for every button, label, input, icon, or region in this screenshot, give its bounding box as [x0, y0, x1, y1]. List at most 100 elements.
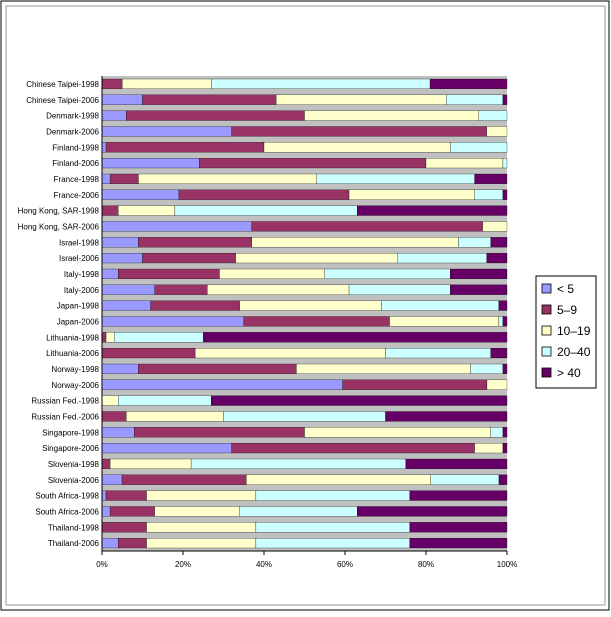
bar-japan-2006-10-19	[389, 316, 500, 327]
category-label-slovenia-2006: Slovenia-2006	[48, 476, 100, 485]
bar-chinese-taipei-2006-20-40	[446, 94, 504, 105]
bar-chinese-taipei-1998-gt40	[429, 78, 508, 89]
bar-russian-fed-2006-5-9	[101, 411, 127, 422]
category-label-france-1998: France-1998	[54, 175, 100, 184]
bar-chinese-taipei-2006-5-9	[142, 94, 277, 105]
bar-denmark-1998-10-19	[304, 110, 479, 121]
category-label-japan-2006: Japan-2006	[57, 317, 100, 326]
bar-singapore-1998-lt5	[101, 427, 135, 438]
bar-hong-kong-sar-1998-10-19	[118, 205, 176, 216]
bar-israel-2006-10-19	[235, 253, 398, 264]
bar-slovenia-2006-gt40	[498, 474, 508, 485]
bar-japan-1998-20-40	[381, 300, 500, 311]
bar-south-africa-1998-20-40	[255, 490, 410, 501]
bar-norway-1998-gt40	[502, 363, 508, 374]
bar-hong-kong-sar-1998-gt40	[356, 205, 508, 216]
bar-norway-2006-lt5	[101, 379, 343, 390]
bar-slovenia-1998-5-9	[101, 458, 111, 469]
bar-italy-2006-10-19	[207, 284, 350, 295]
bar-japan-1998-lt5	[101, 300, 151, 311]
bar-chinese-taipei-2006-lt5	[101, 94, 143, 105]
bar-slovenia-2006-20-40	[430, 474, 500, 485]
category-label-italy-1998: Italy-1998	[64, 270, 100, 279]
bar-russian-fed-1998-20-40	[118, 395, 212, 406]
bar-singapore-1998-gt40	[502, 427, 508, 438]
bar-thailand-2006-10-19	[146, 538, 257, 549]
bar-italy-2006-lt5	[101, 284, 155, 295]
bar-singapore-2006-gt40	[502, 443, 508, 454]
bar-hong-kong-sar-1998-20-40	[174, 205, 358, 216]
bar-france-1998-5-9	[109, 173, 139, 184]
bar-finland-1998-20-40	[450, 142, 508, 153]
bar-israel-2006-20-40	[397, 253, 487, 264]
bar-finland-1998-lt5	[101, 142, 107, 153]
bar-denmark-1998-20-40	[478, 110, 508, 121]
inner-border	[5, 5, 606, 606]
bar-lithuania-1998-20-40	[114, 332, 204, 343]
bar-denmark-2006-10-19	[486, 126, 508, 137]
bar-south-africa-2006-20-40	[239, 506, 358, 517]
bar-japan-1998-10-19	[239, 300, 382, 311]
bar-hong-kong-sar-2006-10-19	[482, 221, 508, 232]
bar-lithuania-1998-gt40	[203, 332, 508, 343]
bar-france-2006-20-40	[474, 189, 504, 200]
category-labels: Chinese Taipei-1998 Chinese Taipei-2006 De…	[18, 80, 100, 548]
category-label-italy-2006: Italy-2006	[64, 286, 100, 295]
bar-singapore-1998-5-9	[134, 427, 305, 438]
x-tick-label-5: 100%	[497, 560, 517, 569]
bar-finland-2006-lt5	[101, 158, 200, 169]
bar-russian-fed-1998-gt40	[211, 395, 508, 406]
legend-swatch-5-9	[541, 304, 552, 315]
legend-swatch-20-40	[541, 346, 552, 357]
bar-israel-1998-gt40	[490, 237, 508, 248]
legend-label-10-19: 10–19	[557, 324, 591, 338]
bar-italy-2006-20-40	[348, 284, 451, 295]
bar-chinese-taipei-2006-gt40	[502, 94, 508, 105]
bar-lithuania-2006-gt40	[490, 348, 508, 359]
bar-singapore-2006-lt5	[101, 443, 232, 454]
category-label-singapore-2006: Singapore-2006	[42, 444, 99, 453]
bar-israel-1998-5-9	[138, 237, 252, 248]
category-label-lithuania-2006: Lithuania-2006	[46, 349, 99, 358]
bar-south-africa-1998-lt5	[101, 490, 107, 501]
category-label-denmark-1998: Denmark-1998	[46, 112, 99, 121]
bar-slovenia-2006-lt5	[101, 474, 123, 485]
bar-thailand-2006-lt5	[101, 538, 119, 549]
x-tick-label-3: 60%	[337, 560, 353, 569]
category-label-israel-2006: Israel-2006	[59, 254, 100, 263]
bar-italy-1998-5-9	[118, 268, 220, 279]
category-label-israel-1998: Israel-1998	[59, 238, 100, 247]
bar-france-1998-20-40	[316, 173, 475, 184]
bar-hong-kong-sar-2006-5-9	[251, 221, 483, 232]
bar-russian-fed-1998-10-19	[101, 395, 119, 406]
bar-singapore-1998-20-40	[490, 427, 504, 438]
bar-slovenia-1998-gt40	[405, 458, 508, 469]
bar-israel-2006-lt5	[101, 253, 143, 264]
bar-finland-1998-5-9	[105, 142, 265, 153]
category-label-finland-1998: Finland-1998	[52, 143, 99, 152]
bar-chinese-taipei-2006-10-19	[275, 94, 447, 105]
legend-label-5-9: 5–9	[557, 303, 577, 317]
bar-italy-1998-lt5	[101, 268, 119, 279]
bar-russian-fed-2006-gt40	[385, 411, 508, 422]
category-label-chinese-taipei-1998: Chinese Taipei-1998	[26, 80, 99, 89]
bar-lithuania-2006-10-19	[194, 348, 386, 359]
legend-label-20-40: 20–40	[557, 345, 591, 359]
bar-finland-1998-10-19	[263, 142, 451, 153]
bar-finland-2006-5-9	[199, 158, 427, 169]
legend-label-lt5: < 5	[557, 282, 574, 296]
x-tick-label-0: 0%	[96, 560, 108, 569]
bar-lithuania-1998-5-9	[101, 332, 107, 343]
bar-japan-1998-5-9	[150, 300, 240, 311]
bar-italy-2006-gt40	[450, 284, 508, 295]
bar-thailand-2006-20-40	[255, 538, 410, 549]
bar-israel-1998-10-19	[251, 237, 459, 248]
bar-denmark-2006-lt5	[101, 126, 232, 137]
category-label-thailand-2006: Thailand-2006	[48, 539, 100, 548]
category-label-hong-kong-sar-1998: Hong Kong, SAR-1998	[18, 207, 100, 216]
bar-south-africa-2006-5-9	[109, 506, 155, 517]
bar-italy-1998-gt40	[450, 268, 508, 279]
bar-france-1998-10-19	[138, 173, 317, 184]
